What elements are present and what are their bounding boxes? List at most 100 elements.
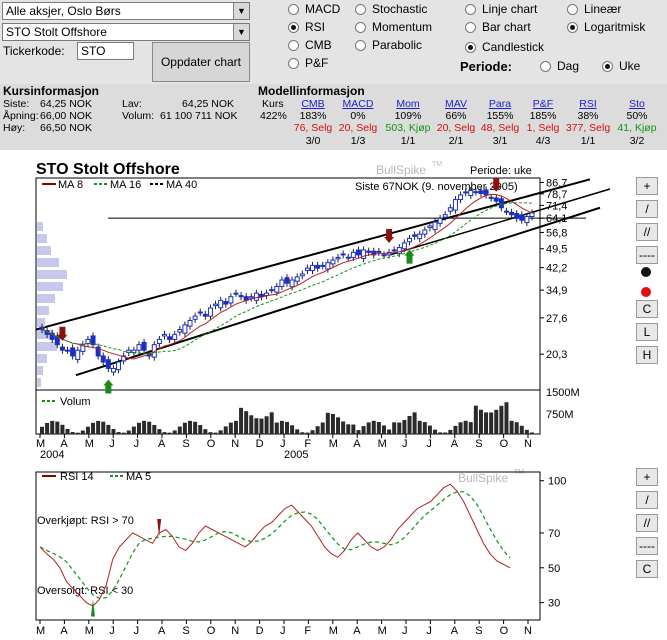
volume-bar <box>65 428 70 434</box>
modell-kurs-label: Kurs <box>262 98 284 110</box>
radio-rsi[interactable]: RSI <box>288 20 325 34</box>
modell-col-para-link[interactable]: Para <box>488 98 512 110</box>
modell-col-signal: 20, Selg <box>436 122 476 134</box>
radio-pf[interactable]: P&F <box>288 56 328 70</box>
candle-body <box>320 264 326 267</box>
candle-body <box>54 335 60 346</box>
volume-bar <box>478 409 483 434</box>
volume-bar <box>468 422 473 434</box>
chevron-down-icon[interactable]: ▼ <box>233 3 249 19</box>
modell-col-mom-link[interactable]: Mom <box>396 98 420 110</box>
candle-body <box>274 285 280 293</box>
radio-parabolic[interactable]: Parabolic <box>355 38 422 52</box>
radio-bar-chart[interactable]: Bar chart <box>465 20 531 34</box>
y-tick-label: 49,5 <box>546 244 567 256</box>
rsi-draw-line-button[interactable]: / <box>636 491 658 509</box>
radio-macd[interactable]: MACD <box>288 2 340 16</box>
radio-icon[interactable] <box>288 57 299 69</box>
clear-button[interactable]: C <box>636 300 658 318</box>
radio-momentum[interactable]: Momentum <box>355 20 432 34</box>
modell-col-ratio: 2/1 <box>448 135 464 147</box>
rsi-x-tick-label: N <box>231 625 239 637</box>
market-select[interactable]: Alle aksjer, Oslo Børs ▼ <box>2 2 250 20</box>
x-tick-label: N <box>524 438 532 450</box>
volume-bar <box>499 405 504 434</box>
update-chart-button[interactable]: Oppdater chart <box>152 42 250 82</box>
radio-icon[interactable] <box>465 41 476 53</box>
radio-icon[interactable] <box>288 3 299 15</box>
radio-icon[interactable] <box>465 3 476 15</box>
volume-bar <box>473 405 478 434</box>
radio-candlestick[interactable]: Candlestick <box>465 40 544 54</box>
draw-parallel-button[interactable]: // <box>636 223 658 241</box>
high-button[interactable]: H <box>636 346 658 364</box>
modell-col-pct: 109% <box>394 110 422 122</box>
radio-icon[interactable] <box>567 3 578 15</box>
radio-label: Lineær <box>584 2 622 16</box>
ma16-line <box>41 202 533 354</box>
volume-bar <box>162 432 167 434</box>
price-chart[interactable]: STO Stolt Offshore BullSpike TM Periode:… <box>0 152 667 458</box>
rsi-clear-button[interactable]: C <box>636 560 658 578</box>
modell-kurs-pct: 422% <box>260 110 287 122</box>
radio-week[interactable]: Uke <box>602 59 640 73</box>
modell-col-rsi-link[interactable]: RSI <box>579 98 597 110</box>
rsi-y-tick-label: 30 <box>548 598 560 610</box>
radio-day[interactable]: Dag <box>540 59 579 73</box>
modell-col-sto-link[interactable]: Sto <box>629 98 645 110</box>
rsi-draw-parallel-button[interactable]: // <box>636 514 658 532</box>
modell-col-pf-link[interactable]: P&F <box>532 98 554 110</box>
draw-line-button[interactable]: / <box>636 200 658 218</box>
candle-body <box>105 359 111 369</box>
volume-bar <box>213 432 218 434</box>
candle-body <box>228 296 234 304</box>
candle-body <box>315 264 321 269</box>
volume-bar <box>136 422 141 434</box>
rsi-x-tick-label: J <box>134 625 140 637</box>
radio-icon[interactable] <box>355 21 366 33</box>
radio-icon[interactable] <box>355 39 366 51</box>
ticker-label: Tickerkode: <box>3 44 65 58</box>
modell-col-cmb-link[interactable]: CMB <box>301 98 325 110</box>
radio-stochastic[interactable]: Stochastic <box>355 2 427 16</box>
candle-body <box>223 301 229 305</box>
ticker-input[interactable]: STO <box>77 42 134 60</box>
candle-body <box>468 189 474 197</box>
volume-bar <box>182 422 187 434</box>
rsi-zoom-in-button[interactable]: + <box>636 468 658 486</box>
volume-profile-bar <box>37 258 59 267</box>
radio-icon[interactable] <box>465 21 476 33</box>
rsi-y-tick-label: 100 <box>548 476 566 488</box>
modell-col-macd-link[interactable]: MACD <box>342 98 374 110</box>
zoom-in-button[interactable]: + <box>636 177 658 195</box>
modell-col-mav-link[interactable]: MAV <box>445 98 467 110</box>
radio-line-chart[interactable]: Linje chart <box>465 2 537 16</box>
draw-horizontal-button[interactable]: ---- <box>636 246 658 264</box>
hoy-label: Høy: <box>3 122 26 134</box>
radio-icon[interactable] <box>288 39 299 51</box>
radio-linear[interactable]: Lineær <box>567 2 621 16</box>
radio-icon[interactable] <box>567 21 578 33</box>
radio-log[interactable]: Logaritmisk <box>567 20 645 34</box>
chevron-down-icon[interactable]: ▼ <box>233 24 249 40</box>
lines-button[interactable]: L <box>636 323 658 341</box>
apning-value: 66,00 NOK <box>40 110 92 122</box>
radio-icon[interactable] <box>540 60 551 72</box>
radio-icon[interactable] <box>355 3 366 15</box>
volume-bar <box>494 409 499 434</box>
candle-body <box>355 249 361 256</box>
radio-icon[interactable] <box>602 60 613 72</box>
black-color-dot[interactable] <box>641 267 651 277</box>
radio-icon[interactable] <box>288 21 299 33</box>
red-color-dot[interactable] <box>641 287 651 297</box>
candle-body <box>253 292 259 301</box>
rsi-chart[interactable]: RSI 14 MA 5 BullSpike TM Overkjøpt: RSI … <box>0 462 667 640</box>
candle-body <box>427 225 433 229</box>
rsi-draw-horizontal-button[interactable]: ---- <box>636 537 658 555</box>
volume-bar <box>351 424 356 434</box>
sell-arrow-icon <box>491 177 502 192</box>
radio-cmb[interactable]: CMB <box>288 38 332 52</box>
rsi-x-tick-label: M <box>85 625 94 637</box>
stock-select[interactable]: STO Stolt Offshore ▼ <box>2 23 250 41</box>
radio-label: Candlestick <box>482 40 545 54</box>
